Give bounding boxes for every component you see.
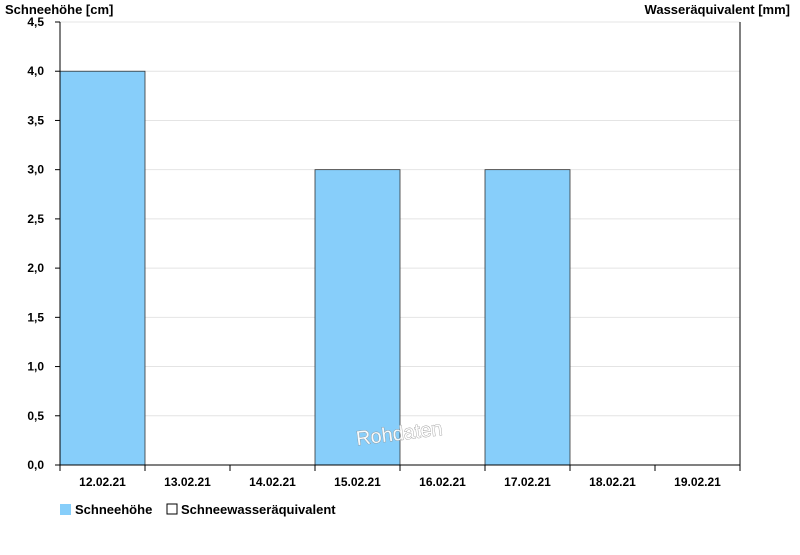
y-tick-label: 3,5: [27, 113, 44, 127]
bar: [314, 169, 401, 466]
y-tick-label: 2,0: [27, 261, 44, 275]
x-ticks: 12.02.21 13.02.21 14.02.21 15.02.21 16.02.21…: [59, 465, 741, 489]
x-tick-label: 17.02.21: [504, 475, 551, 489]
x-tick-label: 12.02.21: [79, 475, 126, 489]
x-tick-label: 16.02.21: [419, 475, 466, 489]
legend-swatch-snow-water-equivalent: [166, 503, 178, 515]
y-tick-label: 4,0: [27, 64, 44, 78]
y-tick-label: 3,0: [27, 163, 44, 177]
legend-label-snow-depth: Schneehöhe: [75, 502, 152, 517]
y-tick-label: 0,5: [27, 409, 44, 423]
y-tick-label: 2,5: [27, 212, 44, 226]
x-tick-label: 18.02.21: [589, 475, 636, 489]
x-tick-label: 13.02.21: [164, 475, 211, 489]
legend: Schneehöhe Schneewasseräquivalent: [60, 502, 336, 517]
x-tick-label: 19.02.21: [674, 475, 721, 489]
legend-swatch-snow-depth: [60, 504, 71, 515]
y-ticks: 0,0 0,5 1,0 1,5 2,0 2,5 3,0 3,5 4,0 4,5: [27, 15, 60, 472]
y-tick-label: 1,5: [27, 310, 44, 324]
x-tick-label: 14.02.21: [249, 475, 296, 489]
y-tick-label: 1,0: [27, 360, 44, 374]
bar: [59, 70, 146, 466]
y-tick-label: 4,5: [27, 15, 44, 29]
y-tick-label: 0,0: [27, 458, 44, 472]
bar: [484, 169, 571, 466]
legend-label-snow-water-equivalent: Schneewasseräquivalent: [181, 502, 336, 517]
bars: [59, 70, 571, 466]
y-axis-left-title: Schneehöhe [cm]: [5, 2, 113, 17]
x-tick-label: 15.02.21: [334, 475, 381, 489]
y-axis-right-title: Wasseräquivalent [mm]: [645, 2, 790, 17]
